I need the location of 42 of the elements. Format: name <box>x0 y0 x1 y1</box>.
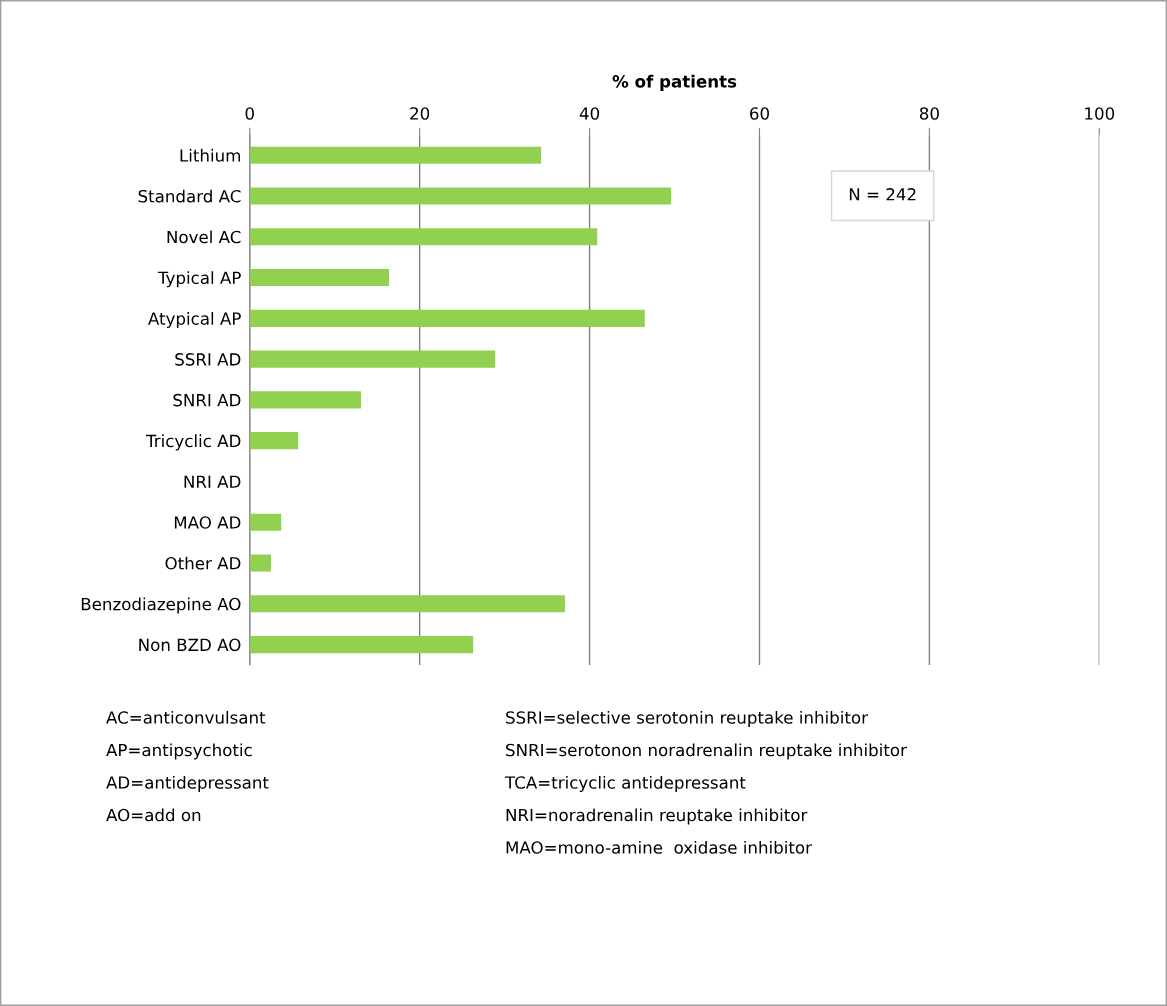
text: NRI=noradrenalin reuptake inhibitor <box>506 808 808 825</box>
y-tick-label: MAO AD <box>174 516 241 529</box>
text: MAO=mono-amine oxidase inhibitor <box>506 840 812 854</box>
bar <box>249 513 282 531</box>
bar <box>249 228 598 246</box>
bar <box>249 187 672 205</box>
bar <box>249 391 362 409</box>
bar <box>249 595 565 613</box>
y-tick-label: Typical AP <box>157 271 241 288</box>
y-tick-label: Novel AC <box>167 230 241 244</box>
text: AP=antipsychotic <box>106 743 252 760</box>
x-axis-title: % of patients <box>612 74 737 91</box>
y-tick-label: Atypical AP <box>148 311 241 329</box>
bar <box>249 309 645 327</box>
bar <box>249 636 474 654</box>
bar <box>249 350 496 368</box>
y-tick-label: Tricyclic AD <box>146 434 241 451</box>
annotation: N = 242 <box>849 188 916 201</box>
text: AD=antidepressant <box>106 775 269 793</box>
x-tick-label: 100 <box>1085 107 1115 120</box>
text: SSRI=selective serotonin reuptake inhibitor <box>506 710 868 728</box>
y-tick-label: SSRI AD <box>175 353 241 366</box>
text: AO=add on <box>106 808 201 822</box>
x-tick-label: 20 <box>410 107 430 120</box>
bar <box>249 146 542 164</box>
y-tick-label: Lithium <box>180 148 240 162</box>
x-tick-label: 60 <box>750 107 769 120</box>
y-tick-label: SNRI AD <box>173 393 241 407</box>
y-tick-label: Non BZD AO <box>139 638 241 652</box>
x-tick-label: 80 <box>919 107 939 120</box>
x-tick-label: 0 <box>245 107 254 120</box>
y-tick-label: NRI AD <box>184 475 241 488</box>
bar <box>249 554 271 572</box>
text: SNRI=serotonon noradrenalin reuptake inhibitor <box>506 743 907 760</box>
y-tick-label: Standard AC <box>138 189 241 203</box>
text: TCA=tricyclic antidepressant <box>504 775 746 793</box>
bar <box>249 268 390 287</box>
y-tick-label: Benzodiazepine AO <box>81 597 241 614</box>
bar <box>249 432 299 450</box>
y-tick-label: Other AD <box>165 556 241 570</box>
x-tick-label: 40 <box>579 107 600 120</box>
text: AC=anticonvulsant <box>106 710 266 724</box>
